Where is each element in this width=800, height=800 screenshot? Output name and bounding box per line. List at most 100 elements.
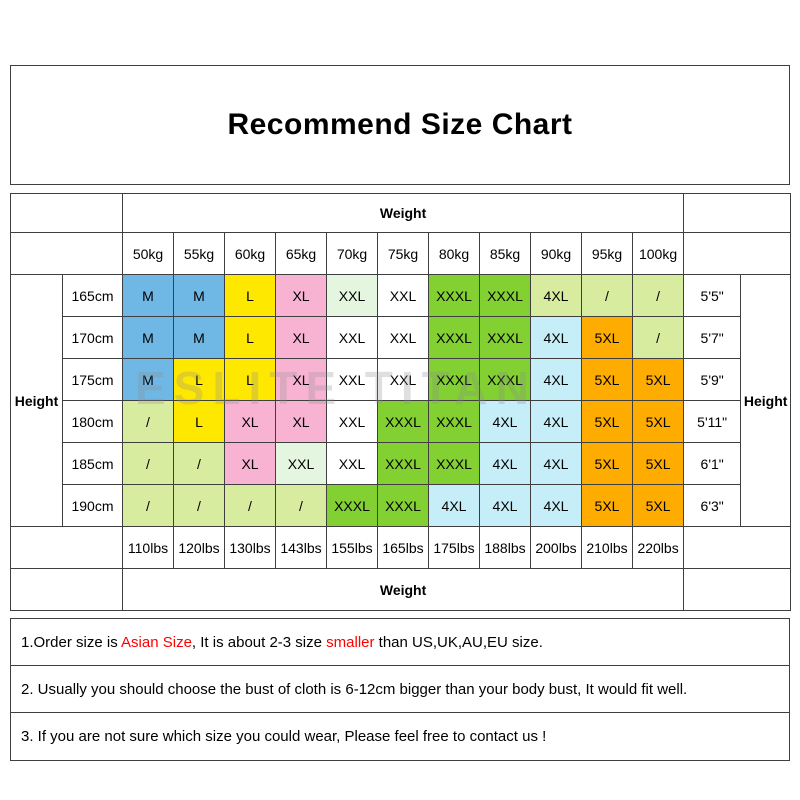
size-cell: XXL [377, 274, 429, 317]
size-cell: M [173, 316, 225, 359]
size-cell: XXXL [428, 442, 480, 485]
size-cell: XL [275, 316, 327, 359]
size-cell: L [173, 358, 225, 401]
weight-lbs-cell: 220lbs [631, 526, 685, 569]
size-cell: XXL [377, 358, 429, 401]
size-cell: 4XL [530, 400, 582, 443]
weight-header-top: Weight [121, 193, 685, 233]
size-cell: L [224, 316, 276, 359]
size-cell: 5XL [631, 358, 685, 401]
height-ft-cell: 5'5" [683, 274, 742, 317]
note-2: 2. Usually you should choose the bust of… [11, 666, 789, 713]
size-cell: 5XL [631, 442, 685, 485]
weight-kg-cell: 55kg [173, 232, 225, 275]
weight-lbs-cell: 143lbs [275, 526, 327, 569]
weight-kg-cell: 70kg [326, 232, 378, 275]
height-label-left: Height [10, 274, 63, 527]
title-box: Recommend Size Chart [10, 65, 790, 185]
height-cm-cell: 190cm [62, 484, 123, 527]
height-ft-cell: 5'11" [683, 400, 742, 443]
size-cell: 4XL [479, 400, 531, 443]
size-cell: M [122, 316, 174, 359]
table-row: 175cm M L L XL XXL XXL XXXL XXXL 4XL 5XL 5XL 5'9" [11, 358, 791, 401]
note-1-part-5: than US,UK,AU,EU size. [374, 634, 543, 651]
table-row: Weight [10, 568, 792, 611]
size-cell: XXXL [479, 316, 531, 359]
size-cell: XXXL [479, 358, 531, 401]
weight-lbs-cell: 175lbs [428, 526, 480, 569]
table-row: 110lbs 120lbs 130lbs 143lbs 155lbs 165lbs 175l… [10, 526, 792, 569]
height-cm-cell: 180cm [62, 400, 123, 443]
spacer-cell [683, 232, 792, 275]
spacer-cell [10, 568, 123, 611]
size-cell: XL [224, 442, 276, 485]
size-cell: 5XL [581, 400, 633, 443]
size-cell: XXXL [377, 442, 429, 485]
size-cell: XL [275, 358, 327, 401]
size-cell: XXXL [428, 274, 480, 317]
spacer-cell [10, 526, 123, 569]
note-1-part-4: smaller [326, 634, 375, 651]
weight-kg-cell: 80kg [428, 232, 480, 275]
size-cell: / [224, 484, 276, 527]
height-cm-cell: 165cm [62, 274, 123, 317]
size-cell: / [122, 400, 174, 443]
size-cell: XXXL [428, 358, 480, 401]
weight-kg-cell: 65kg [275, 232, 327, 275]
weight-lbs-cell: 200lbs [530, 526, 582, 569]
size-cell: L [173, 400, 225, 443]
weight-kg-cell: 85kg [479, 232, 531, 275]
weight-lbs-cell: 120lbs [173, 526, 225, 569]
weight-lbs-cell: 155lbs [326, 526, 378, 569]
size-cell: XXL [326, 400, 378, 443]
size-cell: XXXL [428, 316, 480, 359]
size-cell: XXXL [377, 400, 429, 443]
weight-kg-cell: 90kg [530, 232, 582, 275]
weight-lbs-cell: 188lbs [479, 526, 531, 569]
weight-kg-cell: 100kg [631, 232, 685, 275]
size-cell: XXXL [479, 274, 531, 317]
size-cell: M [122, 358, 174, 401]
note-1-part-2: Asian Size [121, 634, 192, 651]
size-cell: M [122, 274, 174, 317]
size-cell: XXL [326, 274, 378, 317]
size-cell: 5XL [631, 484, 685, 527]
size-cell: 4XL [479, 484, 531, 527]
weight-lbs-cell: 130lbs [224, 526, 276, 569]
weight-lbs-cell: 165lbs [377, 526, 429, 569]
table-row: Weight [10, 193, 792, 233]
size-cell: 4XL [530, 274, 582, 317]
size-cell: XL [275, 274, 327, 317]
table-row: 190cm / / / / XXXL XXXL 4XL 4XL 4XL 5XL 5XL 6'3" [11, 484, 791, 527]
spacer-cell [683, 193, 792, 233]
size-cell: XXL [326, 316, 378, 359]
size-cell: / [173, 484, 225, 527]
size-cell: / [122, 442, 174, 485]
height-cm-cell: 175cm [62, 358, 123, 401]
size-cell: / [631, 274, 685, 317]
size-cell: / [631, 316, 685, 359]
size-cell: L [224, 274, 276, 317]
weight-kg-cell: 95kg [581, 232, 633, 275]
weight-header-bottom: Weight [121, 568, 685, 611]
size-cell: / [173, 442, 225, 485]
table-row: 185cm / / XL XXL XXL XXXL XXXL 4XL 4XL 5XL 5XL 6'1" [11, 442, 791, 485]
table-row: 180cm / L XL XL XXL XXXL XXXL 4XL 4XL 5XL 5XL 5'11" [11, 400, 791, 443]
size-cell: M [173, 274, 225, 317]
table-row: Height 165cm M M L XL XXL XXL XXXL XXXL 4XL //5'5" H… [10, 274, 792, 527]
note-2-text: 2. Usually you should choose the bust of… [21, 681, 688, 698]
size-cell: XXL [275, 442, 327, 485]
size-cell: XL [224, 400, 276, 443]
height-cm-cell: 185cm [62, 442, 123, 485]
size-cell: L [224, 358, 276, 401]
height-ft-cell: 6'3" [683, 484, 742, 527]
size-cell: XL [275, 400, 327, 443]
note-3-text: 3. If you are not sure which size you co… [21, 728, 547, 745]
weight-kg-cell: 75kg [377, 232, 429, 275]
note-1: 1.Order size is Asian Size, It is about … [11, 619, 789, 666]
size-cell: 4XL [530, 442, 582, 485]
height-ft-cell: 5'9" [683, 358, 742, 401]
weight-lbs-cell: 210lbs [581, 526, 633, 569]
size-cell: 5XL [631, 400, 685, 443]
